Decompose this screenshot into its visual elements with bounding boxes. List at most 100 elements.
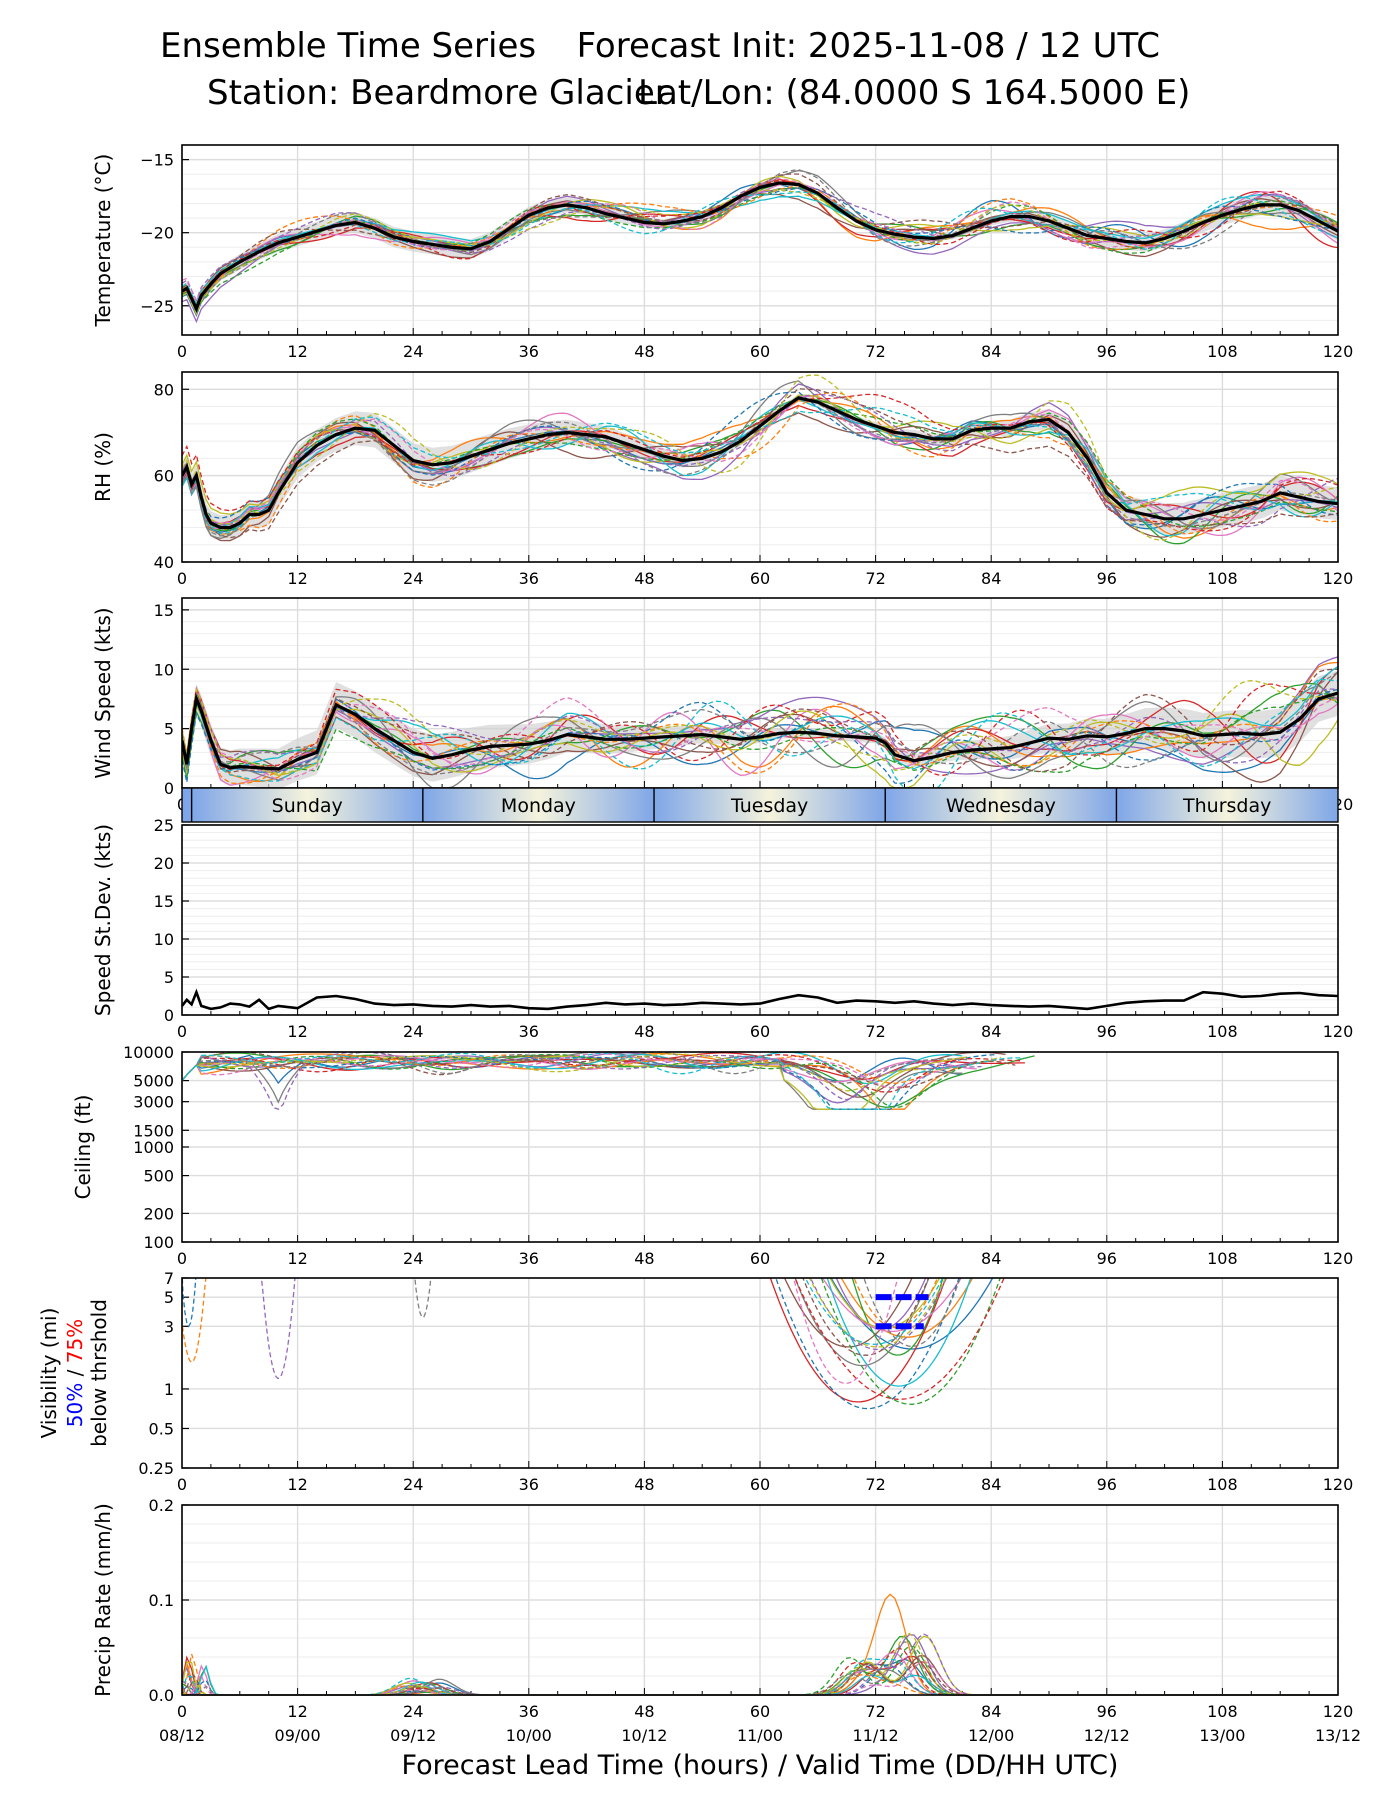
temperature-mean-line xyxy=(182,181,1338,313)
x-tick-label: 36 xyxy=(519,1022,539,1041)
temperature-series xyxy=(182,169,1338,324)
visibility-series xyxy=(182,1278,1005,1410)
member-line xyxy=(182,671,1338,776)
panel-rh: 40 60 80 0 12 24 36 48 60 72 84 96 108 120 RH (%) xyxy=(91,371,1354,588)
y-tick-label: 1500 xyxy=(133,1121,174,1140)
member-line xyxy=(802,1278,930,1356)
member-line xyxy=(260,1278,296,1380)
x-axis-label: Forecast Lead Time (hours) / Valid Time … xyxy=(402,1750,1119,1781)
x-tick-label: 48 xyxy=(634,1702,654,1721)
member-line xyxy=(182,1053,977,1109)
wind_speed-spread xyxy=(182,670,1338,788)
x-tick-label: 0 xyxy=(177,1475,187,1494)
y-axis-label: Precip Rate (mm/h) xyxy=(91,1503,115,1697)
x-tick-label: 60 xyxy=(750,1475,770,1494)
y-tick-label: 40 xyxy=(154,553,174,572)
y-axis-label: Speed St.Dev. (kts) xyxy=(91,824,115,1016)
x-tick-label: 84 xyxy=(981,1475,1001,1494)
x-tick-label: 24 xyxy=(403,1702,423,1721)
y-tick-label: 25 xyxy=(154,816,174,835)
y-axis-label: Visibility (mi) xyxy=(37,1308,61,1439)
x-tick-label: 96 xyxy=(1097,1475,1117,1494)
member-line xyxy=(182,190,1338,306)
member-line xyxy=(182,391,1338,535)
member-line xyxy=(804,1278,944,1345)
panel-wind_speed: 05101501224364860728496108120Wind Speed … xyxy=(91,597,1353,814)
legend-50: 50% xyxy=(63,1383,87,1427)
member-line xyxy=(182,1052,1006,1098)
valid-time-label: 11/12 xyxy=(853,1726,899,1745)
valid-time-label: 13/00 xyxy=(1199,1726,1245,1745)
y-tick-label: 0.2 xyxy=(149,1496,174,1515)
x-tick-label: 108 xyxy=(1207,569,1238,588)
panel-frame xyxy=(181,144,1339,336)
y-axis-label: RH (%) xyxy=(91,432,115,502)
speed-stdev-line xyxy=(180,988,1339,1011)
day-label: Wednesday xyxy=(946,795,1056,817)
valid-time-label: 12/12 xyxy=(1084,1726,1130,1745)
valid-time-label: 10/00 xyxy=(506,1726,552,1745)
x-tick-label: 12 xyxy=(287,1249,307,1268)
x-tick-label: 24 xyxy=(403,1249,423,1268)
member-line xyxy=(794,1278,1005,1400)
valid-time-label: 08/12 xyxy=(159,1726,205,1745)
panel-precip: 0.0 0.1 0.2 Precip Rate (mm/h) 0 08/12 12 09/00… xyxy=(91,1496,1361,1745)
x-tick-label: 60 xyxy=(750,342,770,361)
member-line xyxy=(182,683,1338,776)
day-band: Sunday Monday Tuesday Wednesday Thursday xyxy=(181,787,1339,823)
panel-speed_stdev: 0 5 10 15 20 25 0 12 24 36 48 60 72 84 96 108 120 Speed S… xyxy=(91,816,1353,1041)
x-tick-label: 12 xyxy=(287,1475,307,1494)
member-line xyxy=(182,1053,1001,1092)
y-tick-label: −20 xyxy=(140,224,174,243)
day-label: Sunday xyxy=(272,795,343,817)
x-tick-label: 96 xyxy=(1097,569,1117,588)
valid-time-label: 09/12 xyxy=(390,1726,436,1745)
x-tick-label: 60 xyxy=(750,569,770,588)
member-line xyxy=(182,666,1338,772)
ceiling-series xyxy=(182,1052,1035,1110)
member-line xyxy=(182,393,1338,528)
member-line xyxy=(182,1052,982,1110)
day-band-cell xyxy=(422,788,655,822)
member-line xyxy=(182,406,1338,535)
x-tick-label: 36 xyxy=(519,1475,539,1494)
y-axis-label: Temperature (°C) xyxy=(91,154,115,328)
x-tick-label: 84 xyxy=(981,1249,1001,1268)
y-tick-label: 10000 xyxy=(123,1043,174,1062)
day-band-cell xyxy=(1116,788,1338,822)
day-label: Tuesday xyxy=(730,795,808,817)
x-tick-label: 108 xyxy=(1207,1249,1238,1268)
member-line xyxy=(182,1278,197,1328)
rh-series xyxy=(182,374,1338,545)
x-tick-label: 108 xyxy=(1207,1475,1238,1494)
x-tick-label: 24 xyxy=(403,569,423,588)
x-tick-label: 120 xyxy=(1323,569,1354,588)
member-line xyxy=(182,182,1338,316)
member-line xyxy=(182,169,1338,313)
y-tick-label: 100 xyxy=(143,1233,174,1252)
day-label: Thursday xyxy=(1182,795,1271,817)
y-tick-label: 0.25 xyxy=(138,1459,174,1478)
y-tick-label: 20 xyxy=(154,854,174,873)
forecast-init-title: Forecast Init: 2025-11-08 / 12 UTC xyxy=(576,26,1160,66)
y-axis-label-2: below thrshold xyxy=(87,1299,111,1447)
member-line xyxy=(851,1278,944,1356)
x-tick-label: 84 xyxy=(981,1022,1001,1041)
latlon-title: Lat/Lon: (84.0000 S 164.5000 E) xyxy=(638,73,1191,113)
member-line xyxy=(783,1278,913,1348)
x-tick-label: 72 xyxy=(865,1249,885,1268)
x-tick-label: 48 xyxy=(634,569,654,588)
x-tick-label: 48 xyxy=(634,1475,654,1494)
x-tick-label: 96 xyxy=(1097,1702,1117,1721)
x-tick-label: 24 xyxy=(403,1022,423,1041)
x-tick-label: 48 xyxy=(634,342,654,361)
member-line xyxy=(182,1278,207,1364)
x-tick-label: 48 xyxy=(634,1022,654,1041)
panel-frame xyxy=(181,1051,1339,1243)
member-line xyxy=(182,397,1338,537)
x-tick-label: 72 xyxy=(865,569,885,588)
x-tick-label: 12 xyxy=(287,1702,307,1721)
x-tick-label: 36 xyxy=(519,1702,539,1721)
legend-sep: / xyxy=(63,1363,87,1382)
member-line xyxy=(840,1278,974,1338)
